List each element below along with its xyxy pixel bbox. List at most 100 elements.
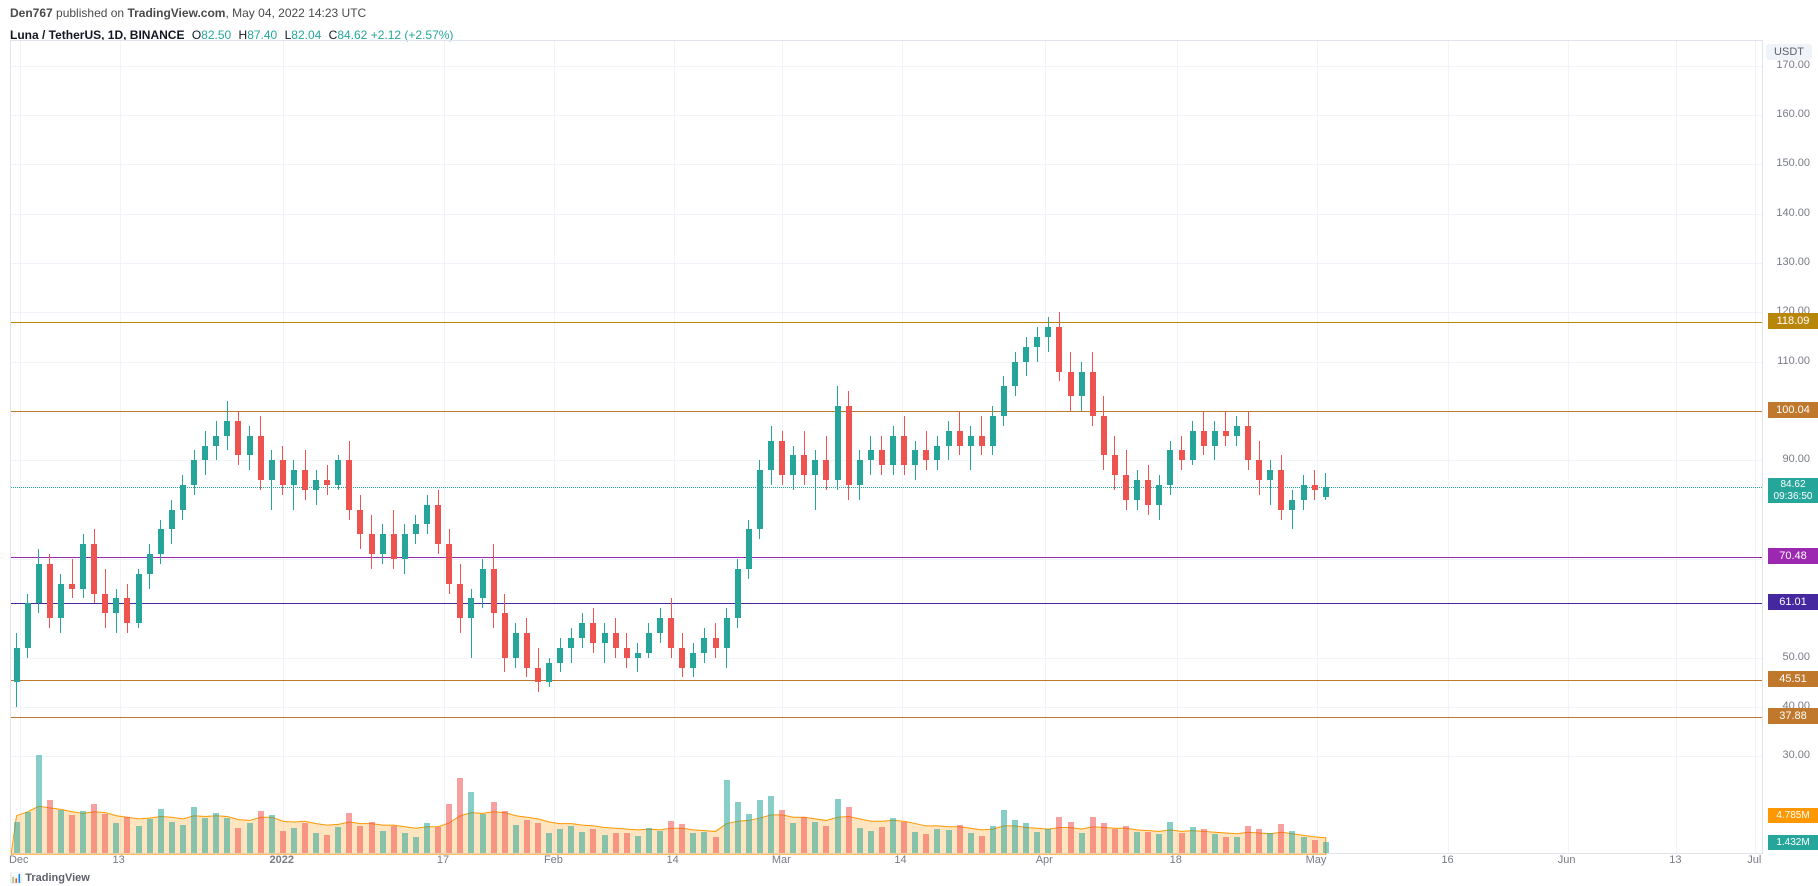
candle-body [713, 638, 719, 648]
volume-bar [391, 826, 397, 854]
price-line-label: 118.09 [1768, 313, 1818, 329]
volume-bar [1079, 833, 1085, 853]
volume-bar [224, 818, 230, 853]
candle-body [313, 480, 319, 490]
candle-body [646, 633, 652, 653]
price-line[interactable] [11, 603, 1762, 604]
price-line[interactable] [11, 557, 1762, 558]
volume-bar [1101, 823, 1107, 853]
volume-bar [546, 833, 552, 853]
volume-bar [258, 811, 264, 853]
candle-body [1112, 455, 1118, 475]
candle-body [1001, 386, 1007, 416]
candle-body [835, 406, 841, 480]
candle-wick [72, 559, 73, 598]
volume-bar [191, 807, 197, 853]
volume-bar [557, 829, 563, 853]
volume-bar [1190, 827, 1196, 853]
candle-body [1167, 450, 1173, 485]
candle-body [480, 569, 486, 599]
volume-bar [646, 828, 652, 853]
volume-bar [58, 810, 64, 853]
volume-bar [291, 828, 297, 853]
price-line[interactable] [11, 322, 1762, 323]
candle-body [402, 534, 408, 559]
currency-badge: USDT [1766, 44, 1812, 60]
candle-body [1068, 372, 1074, 397]
candle-body [1045, 327, 1051, 337]
price-line-label: 61.01 [1768, 594, 1818, 610]
candle-body [69, 584, 75, 589]
candle-body [91, 544, 97, 593]
candle-body [235, 421, 241, 456]
volume-bar [846, 807, 852, 853]
candle-body [746, 529, 752, 568]
volume-bar [247, 823, 253, 853]
candle-body [1201, 431, 1207, 446]
candle-body [47, 564, 53, 618]
candle-body [524, 633, 530, 668]
candle-body [269, 460, 275, 480]
volume-bar [1312, 840, 1318, 853]
candle-body [1301, 485, 1307, 500]
volume-bar [635, 836, 641, 853]
candle-body [535, 668, 541, 683]
volume-bar [1179, 833, 1185, 853]
current-price-line [11, 487, 1762, 488]
volume-bar [402, 833, 408, 853]
volume-bar [1056, 817, 1062, 853]
volume-bar [1289, 831, 1295, 853]
candle-wick [293, 460, 294, 509]
candle-body [36, 564, 42, 603]
volume-bar [14, 822, 20, 853]
candle-body [80, 544, 86, 588]
volume-bar [701, 832, 707, 853]
candle-body [324, 480, 330, 485]
candle-body [468, 598, 474, 618]
candle-body [790, 455, 796, 475]
volume-bar [968, 833, 974, 853]
x-axis[interactable]: Dec13202217Feb14Mar14Apr18May16Jun13Jul [10, 854, 1763, 874]
candle-body [491, 569, 497, 613]
candle-body [1323, 487, 1329, 497]
candle-body [701, 638, 707, 653]
candle-body [657, 618, 663, 633]
candle-wick [1270, 460, 1271, 504]
volume-bar [357, 826, 363, 853]
volume-bar [491, 802, 497, 853]
volume-bar [435, 827, 441, 853]
candle-body [224, 421, 230, 436]
candle-body [990, 416, 996, 446]
candle-body [413, 524, 419, 534]
volume-bar [346, 813, 352, 853]
volume-bar [801, 817, 807, 853]
volume-bar [579, 832, 585, 853]
candle-body [291, 470, 297, 485]
candle-body [1234, 426, 1240, 436]
candle-body [1023, 347, 1029, 362]
candle-body [1212, 431, 1218, 446]
volume-bar [901, 822, 907, 853]
volume-bar [1245, 826, 1251, 853]
price-line[interactable] [11, 717, 1762, 718]
volume-bar [535, 823, 541, 853]
candle-body [302, 470, 308, 490]
candle-body [158, 529, 164, 554]
candle-body [136, 574, 142, 623]
candle-body [757, 470, 763, 529]
price-line[interactable] [11, 411, 1762, 412]
price-line[interactable] [11, 680, 1762, 681]
candle-body [724, 618, 730, 648]
candle-body [1034, 337, 1040, 347]
candle-body [102, 594, 108, 614]
volume-bar [302, 823, 308, 853]
volume-bar [1201, 829, 1207, 853]
candle-wick [815, 450, 816, 509]
candle-body [1256, 460, 1262, 480]
candle-body [213, 436, 219, 446]
y-axis[interactable]: USDT 30.0040.0050.0070.0090.00100.00110.… [1763, 40, 1818, 854]
chart-canvas[interactable] [10, 40, 1763, 854]
candle-body [357, 510, 363, 535]
volume-bar [468, 792, 474, 853]
candle-body [1289, 500, 1295, 510]
